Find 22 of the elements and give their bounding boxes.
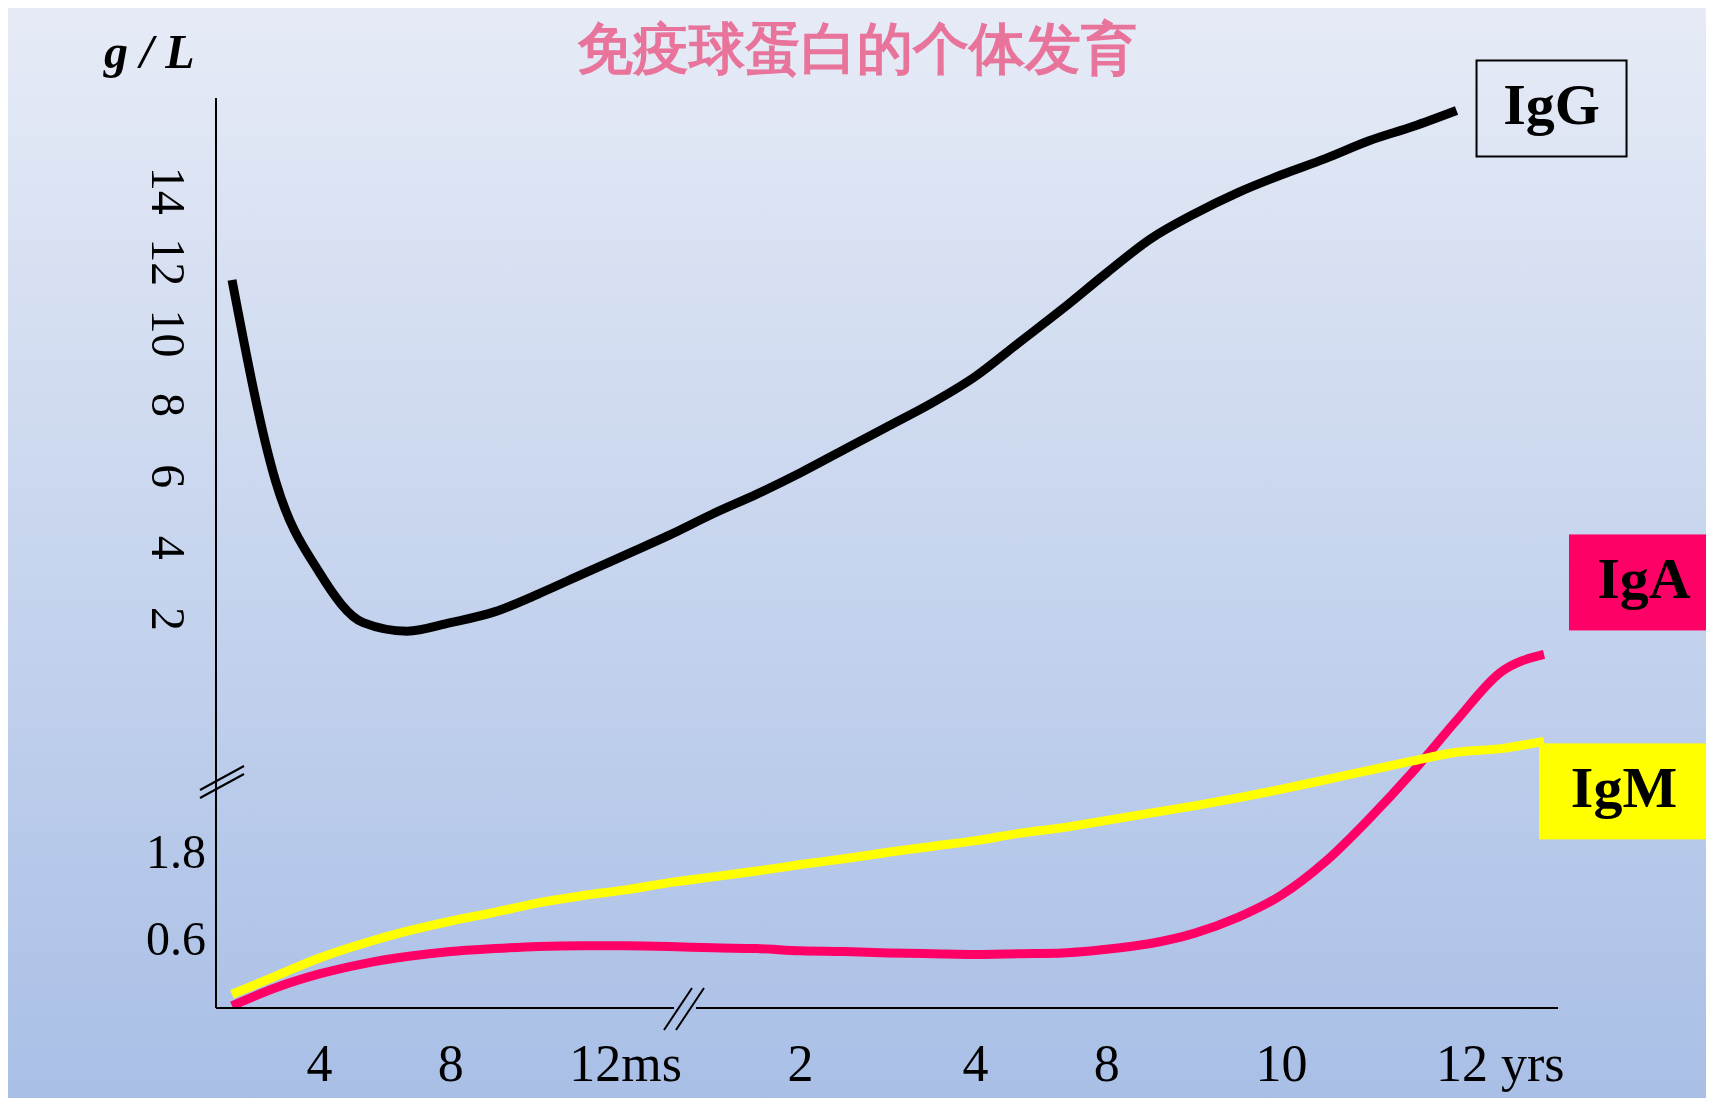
y-tick-label: 2 [141, 607, 195, 632]
y-tick-label: 8 [141, 392, 195, 417]
y-tick-label: 10 [141, 309, 195, 358]
series-label: IgM [1570, 755, 1678, 821]
x-tick-label: 10 [1255, 1034, 1308, 1092]
x-tick-label: 4 [306, 1034, 333, 1092]
chart-title: 免疫球蛋白的个体发育 [577, 16, 1137, 81]
y2-tick-label: 1.8 [146, 825, 206, 878]
series-label: IgG [1503, 72, 1600, 138]
y-axis-title: g / L [104, 24, 195, 79]
y-tick-label: 12 [141, 238, 195, 287]
y-tick-label: 14 [141, 166, 195, 215]
y-tick-label: 6 [141, 464, 195, 489]
x-tick-label: 8 [437, 1034, 464, 1092]
x-tick-label: 2 [787, 1034, 814, 1092]
x-tick-label: 4 [962, 1034, 989, 1092]
x-tick-label: 12 yrs [1435, 1034, 1565, 1092]
series-label: IgA [1597, 546, 1691, 612]
x-tick-label: 8 [1093, 1034, 1120, 1092]
y2-tick-label: 0.6 [146, 911, 206, 965]
y-tick-label: 4 [141, 535, 195, 560]
x-tick-label: 12ms [569, 1034, 682, 1092]
